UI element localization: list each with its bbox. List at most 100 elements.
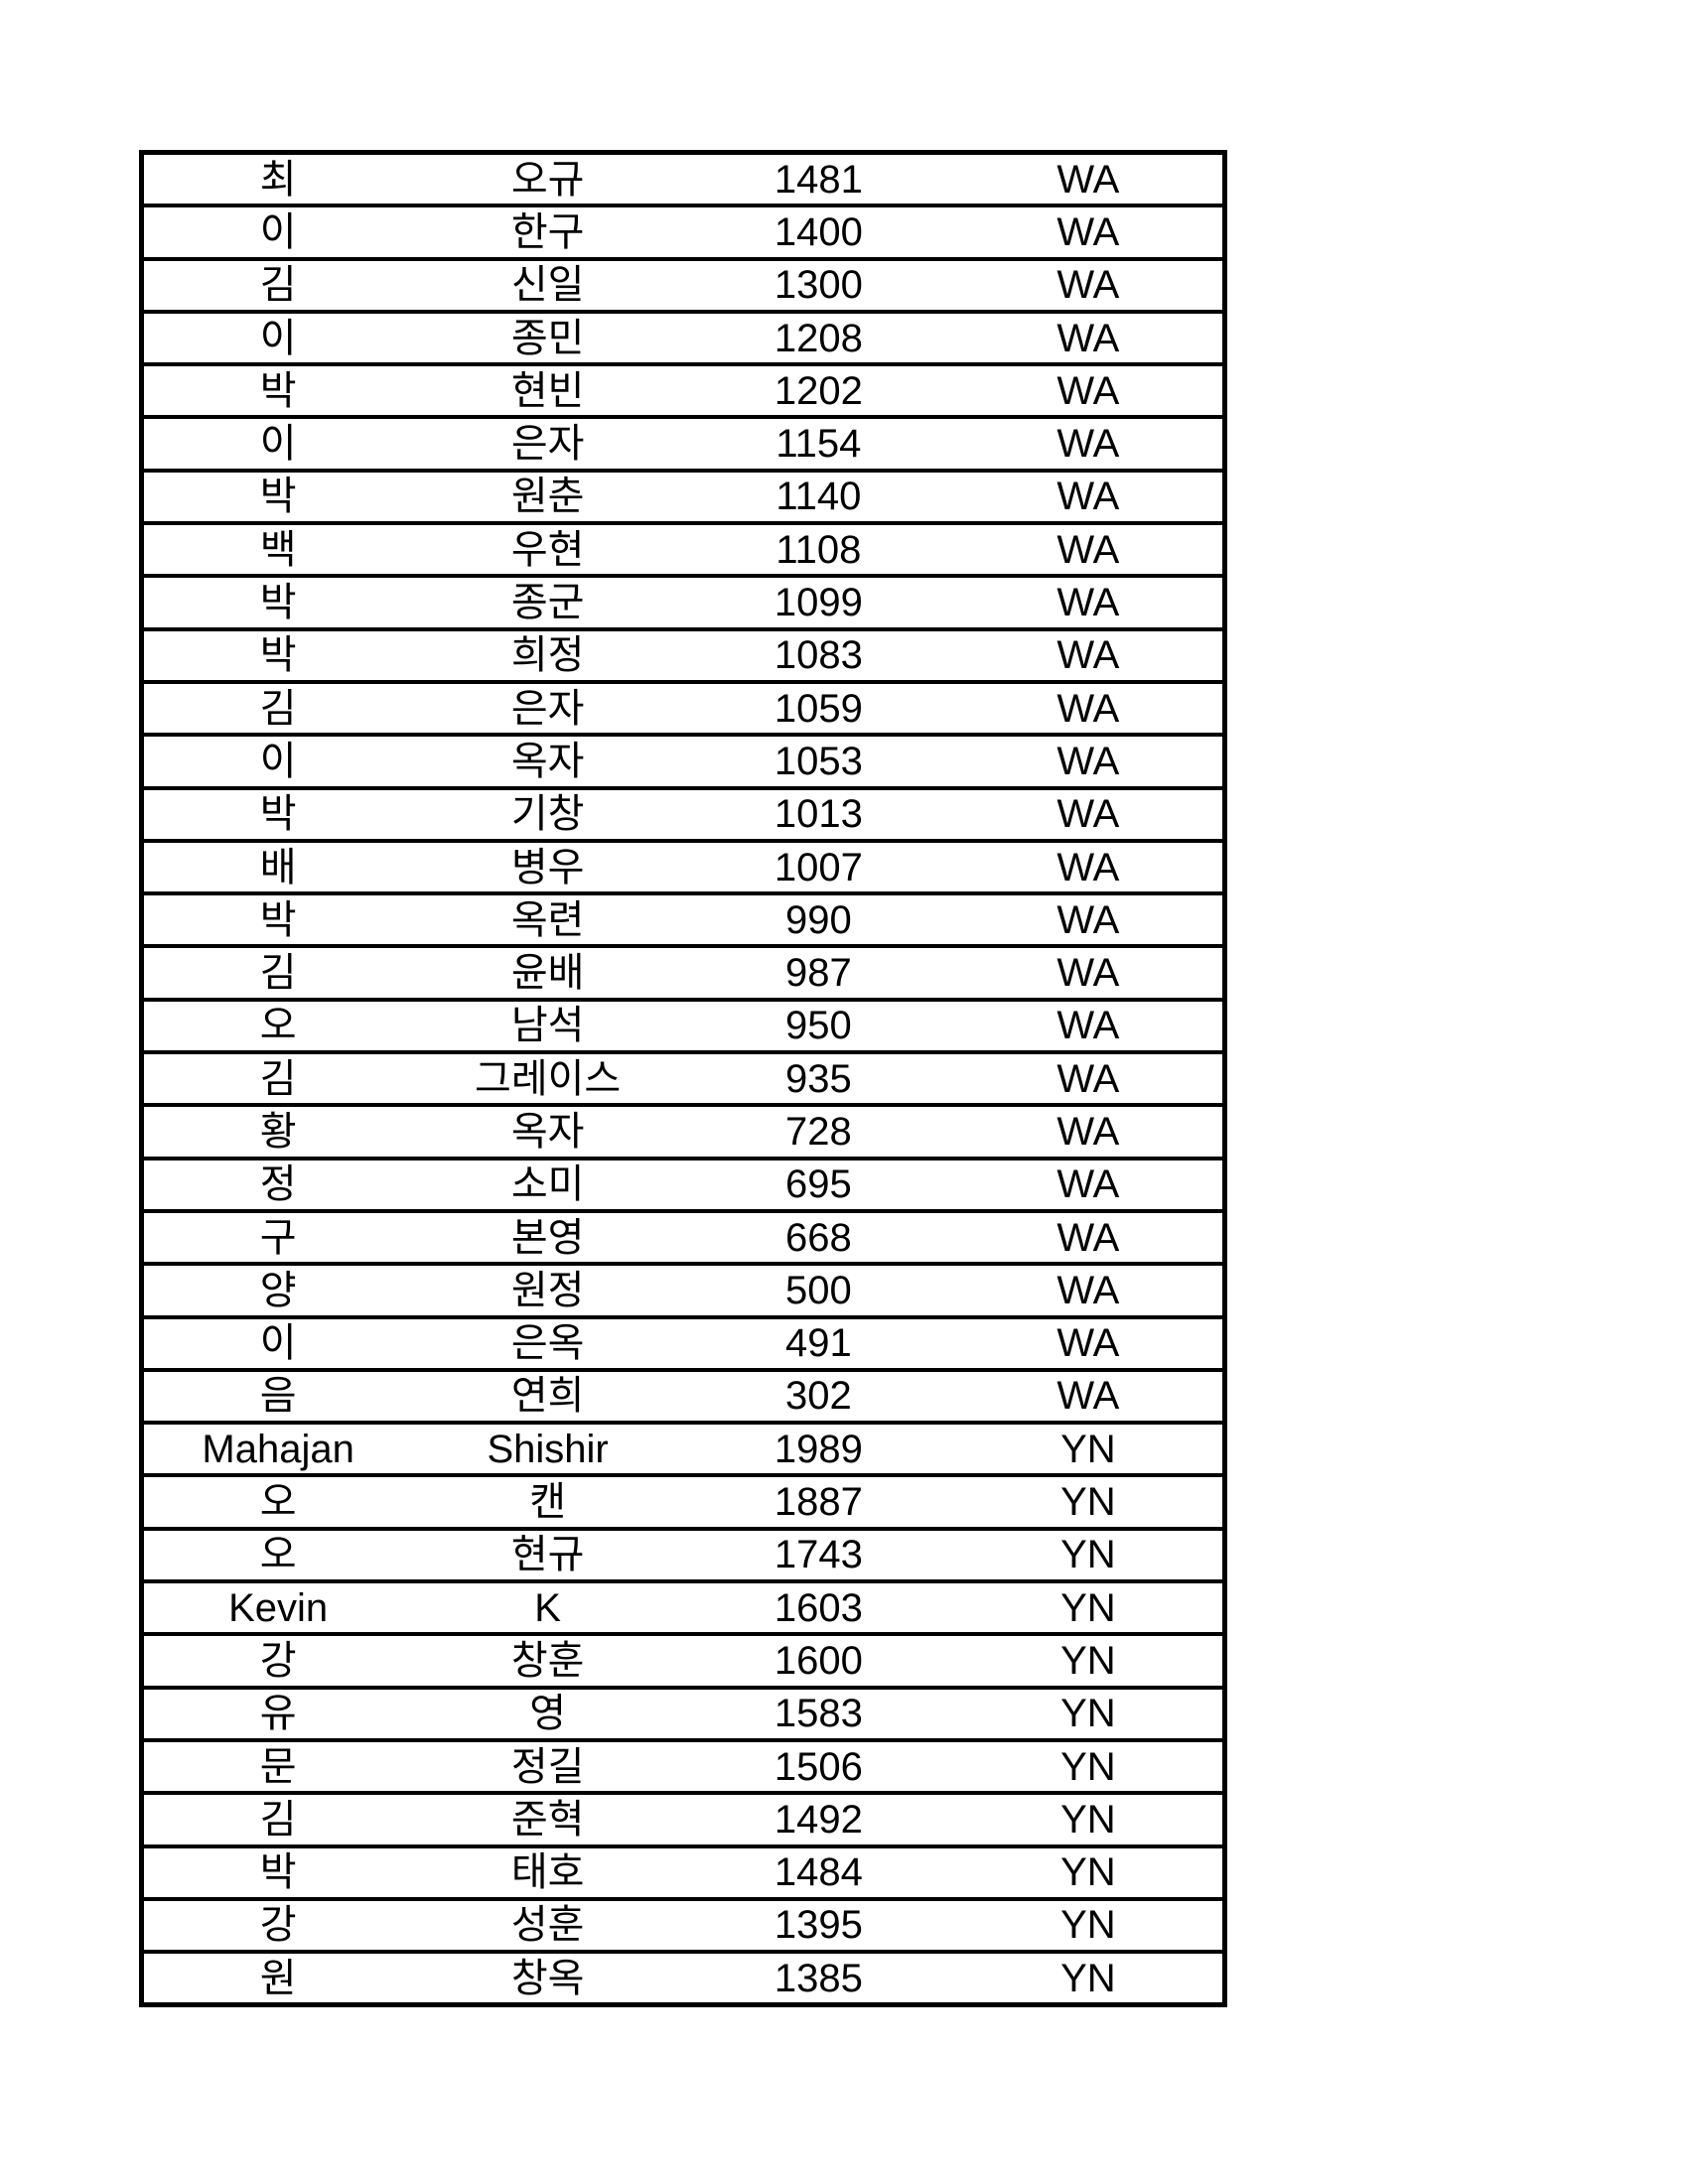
cell-code: YN xyxy=(953,1896,1225,1953)
cell-first-name: 원춘 xyxy=(412,468,683,524)
table-row: 유 영 1583 YN xyxy=(141,1685,1225,1740)
cell-code: WA xyxy=(953,1050,1225,1106)
cell-last-name: 김 xyxy=(141,1791,413,1846)
cell-last-name: 양 xyxy=(141,1262,413,1317)
roster-table-body: 최 오규 1481 WA 이 한구 1400 WA 김 신일 1300 WA 이 종민 1208 WA 박 현빈 1… xyxy=(141,153,1225,2005)
cell-first-name: 희정 xyxy=(412,626,683,682)
cell-first-name: 우현 xyxy=(412,521,683,577)
cell-number: 1600 xyxy=(683,1632,954,1688)
cell-first-name: 옥자 xyxy=(412,1103,683,1159)
cell-first-name: 현규 xyxy=(412,1526,683,1582)
cell-code: WA xyxy=(953,415,1225,471)
cell-number: 1202 xyxy=(683,362,954,418)
cell-last-name: 배 xyxy=(141,838,413,894)
table-row: 강 창훈 1600 YN xyxy=(141,1632,1225,1688)
cell-number: 990 xyxy=(683,891,954,947)
cell-code: WA xyxy=(953,204,1225,259)
cell-number: 728 xyxy=(683,1103,954,1159)
cell-code: WA xyxy=(1056,157,1120,202)
cell-first-name: 남석 xyxy=(412,997,683,1053)
cell-last-name: 강 xyxy=(141,1632,413,1688)
cell-number: 1053 xyxy=(683,733,954,788)
cell-last-name: 박 xyxy=(141,362,413,418)
cell-first-name: 옥련 xyxy=(412,891,683,947)
cell-first-name: 병우 xyxy=(412,838,683,894)
table-row: 김 그레이스 935 WA xyxy=(141,1050,1225,1106)
table-row: 박 옥련 990 WA xyxy=(141,891,1225,947)
cell-code: WA xyxy=(953,521,1225,577)
table-row: 이 한구 1400 WA xyxy=(141,204,1225,259)
cell-code: WA xyxy=(953,733,1225,788)
table-row: Mahajan Shishir 1989 YN xyxy=(141,1421,1225,1476)
cell-number: 1007 xyxy=(683,838,954,894)
cell-first-name: 윤배 xyxy=(412,944,683,1000)
cell-number: 1300 xyxy=(683,256,954,312)
cell-number: 1140 xyxy=(683,468,954,524)
cell-number: 1743 xyxy=(683,1526,954,1582)
cell-first-name: 종군 xyxy=(412,574,683,629)
table-row: 강 성훈 1395 YN xyxy=(141,1896,1225,1953)
cell-number: 491 xyxy=(683,1314,954,1370)
cell-code: YN xyxy=(953,1685,1225,1740)
cell-last-name: 이 xyxy=(141,204,413,259)
table-row: 김 은자 1059 WA xyxy=(141,679,1225,736)
cell-code: YN xyxy=(953,1473,1225,1529)
cell-number: 1059 xyxy=(683,679,954,736)
cell-code: YN xyxy=(953,1737,1225,1794)
cell-number: 1484 xyxy=(683,1843,954,1899)
cell-code: WA xyxy=(953,785,1225,841)
table-row: 오 현규 1743 YN xyxy=(141,1526,1225,1582)
cell-code: WA xyxy=(953,891,1225,947)
cell-code: WA xyxy=(953,309,1225,365)
cell-first-name: 현빈 xyxy=(412,362,683,418)
cell-number: 1887 xyxy=(683,1473,954,1529)
cell-last-name: 백 xyxy=(141,521,413,577)
cell-number: 987 xyxy=(683,944,954,1000)
cell-code: WA xyxy=(953,256,1225,312)
cell-number: 668 xyxy=(683,1208,954,1265)
table-row: 박 태호 1484 YN xyxy=(141,1843,1225,1899)
cell-last-name: Mahajan xyxy=(141,1421,413,1476)
cell-last-name: 최 xyxy=(259,157,297,202)
cell-last-name: 김 xyxy=(141,256,413,312)
cell-last-name: 문 xyxy=(141,1737,413,1794)
table-row: 김 신일 1300 WA xyxy=(141,256,1225,312)
cell-number: 1208 xyxy=(683,309,954,365)
cell-number: 1989 xyxy=(683,1421,954,1476)
table-row: 음 연희 302 WA xyxy=(141,1367,1225,1424)
cell-code: YN xyxy=(953,1526,1225,1582)
table-row: 오 캔 1887 YN xyxy=(141,1473,1225,1529)
cell-first-name: 은자 xyxy=(412,415,683,471)
cell-last-name: 이 xyxy=(141,309,413,365)
table-row: 김 윤배 987 WA xyxy=(141,944,1225,1000)
cell-last-name: 원 xyxy=(141,1950,413,2005)
cell-first-name: 옥자 xyxy=(412,733,683,788)
cell-last-name: 구 xyxy=(141,1208,413,1265)
cell-last-name: 오 xyxy=(141,997,413,1053)
cell-last-name: 오 xyxy=(141,1473,413,1529)
cell-number: 1108 xyxy=(683,521,954,577)
table-row: 문 정길 1506 YN xyxy=(141,1737,1225,1794)
cell-code: WA xyxy=(953,362,1225,418)
cell-code: WA xyxy=(953,1103,1225,1159)
cell-first-name: 준혁 xyxy=(412,1791,683,1846)
cell-code: WA xyxy=(953,944,1225,1000)
cell-first-name: 한구 xyxy=(412,204,683,259)
table-row: 이 옥자 1053 WA xyxy=(141,733,1225,788)
cell-number: 1603 xyxy=(683,1579,954,1635)
cell-first-name: 은옥 xyxy=(412,1314,683,1370)
table-row: 양 원정 500 WA xyxy=(141,1262,1225,1317)
cell-last-name: 이 xyxy=(141,415,413,471)
cell-first-name: 본영 xyxy=(412,1208,683,1265)
cell-last-name: 음 xyxy=(141,1367,413,1424)
cell-number: 935 xyxy=(683,1050,954,1106)
cell-first-name: 원정 xyxy=(412,1262,683,1317)
table-row: 이 은자 1154 WA xyxy=(141,415,1225,471)
cell-code: WA xyxy=(953,1262,1225,1317)
cell-last-name: 박 xyxy=(141,626,413,682)
cell-code: WA xyxy=(953,574,1225,629)
table-row: 원 창옥 1385 YN xyxy=(141,1950,1225,2005)
cell-number: 1583 xyxy=(683,1685,954,1740)
cell-number: 1083 xyxy=(683,626,954,682)
